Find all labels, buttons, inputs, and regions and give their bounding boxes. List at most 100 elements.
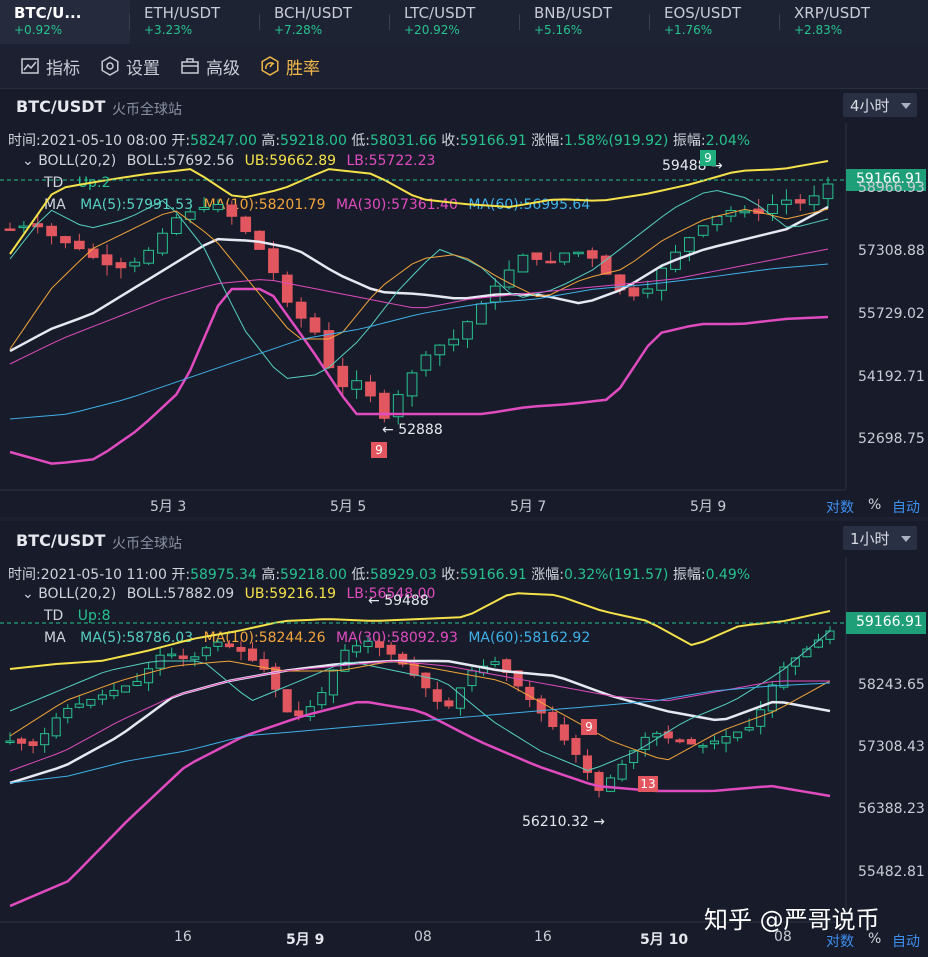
candle-body: [739, 210, 751, 214]
candle-body: [476, 303, 487, 325]
candle-body: [17, 738, 27, 744]
ma30-line: [9, 248, 829, 365]
candle-body: [545, 260, 557, 264]
boll-legend[interactable]: ⌄ BOLL(20,2) BOLL:57692.56 UB:59662.89 L…: [22, 153, 435, 169]
candle-body: [455, 687, 465, 709]
time-value: 2021-05-10 11:00: [40, 567, 167, 583]
collapse-chevron-icon[interactable]: ⌄: [22, 586, 34, 602]
candle-body: [767, 204, 778, 214]
candle-body: [594, 772, 604, 791]
indicators-button[interactable]: 指标: [20, 54, 80, 79]
candle-body: [733, 731, 743, 739]
candle-body: [184, 211, 196, 220]
y-tick: 58243.65: [858, 677, 925, 693]
chevron-down-icon: [901, 103, 911, 109]
y-tick: 54192.71: [858, 369, 925, 385]
ticker-ltc[interactable]: LTC/USDT +20.92%: [390, 0, 520, 44]
low-annotation: 56210.32 →: [522, 814, 605, 830]
ticker-change: +20.92%: [404, 23, 460, 37]
log-scale-toggle[interactable]: 对数: [826, 934, 854, 950]
candle-body: [74, 703, 84, 708]
candle-body: [247, 648, 258, 661]
close-label: 收:: [441, 133, 461, 149]
percent-scale-toggle[interactable]: %: [868, 497, 882, 513]
x-tick: 5月 3: [150, 499, 187, 515]
percent-scale-toggle[interactable]: %: [868, 931, 882, 947]
candle-body: [282, 689, 292, 713]
candlestick-chart-4h[interactable]: [0, 89, 928, 517]
panel-pair-title: BTC/USDT: [16, 531, 106, 550]
candle-body: [337, 365, 349, 388]
candle-body: [448, 338, 460, 346]
ma60-value: MA(60):56995.64: [468, 197, 591, 213]
indicators-label: 指标: [46, 58, 80, 79]
y-tick: 58966.93: [858, 180, 925, 196]
candle-body: [375, 641, 385, 648]
candle-body: [721, 736, 731, 744]
candle-body: [73, 240, 85, 250]
interval-select-1h[interactable]: 1小时: [843, 526, 917, 550]
high-price: 59488: [662, 158, 707, 174]
ticker-eth[interactable]: ETH/USDT +3.23%: [130, 0, 260, 44]
candle-body: [386, 644, 396, 655]
candle-body: [143, 249, 154, 264]
advanced-label: 高级: [206, 58, 240, 79]
chart-panel-1h: [0, 521, 928, 957]
advanced-button[interactable]: 高级: [180, 54, 240, 79]
candle-body: [686, 739, 696, 745]
candle-body: [744, 727, 754, 731]
candle-body: [40, 733, 50, 746]
collapse-chevron-icon[interactable]: ⌄: [22, 153, 34, 169]
candle-body: [462, 321, 473, 340]
candle-body: [51, 717, 61, 737]
candle-body: [212, 204, 224, 211]
candle-body: [586, 250, 598, 259]
y-tick: 55482.81: [858, 864, 925, 880]
ticker-change: +0.92%: [14, 23, 63, 37]
low-price: 56210.32: [522, 814, 589, 830]
log-scale-toggle[interactable]: 对数: [826, 500, 854, 516]
auto-scale-toggle[interactable]: 自动: [892, 934, 920, 950]
boll-name: BOLL(20,2): [38, 586, 117, 602]
candle-body: [517, 254, 529, 273]
candlestick-chart-1h[interactable]: [0, 521, 928, 957]
candles: [4, 176, 834, 425]
candle-body: [213, 641, 223, 647]
amplitude-value: 0.49%: [705, 567, 751, 583]
interval-label: 4小时: [850, 97, 890, 115]
ma-legend[interactable]: MA MA(5):58786.03 MA(10):58244.26 MA(30)…: [44, 630, 590, 646]
ticker-bnb[interactable]: BNB/USDT +5.16%: [520, 0, 650, 44]
boll-lower-line: [9, 287, 829, 465]
high-label: 高:: [261, 133, 281, 149]
last-price-tag: 59166.91: [846, 612, 926, 634]
interval-select-4h[interactable]: 4小时: [843, 93, 917, 117]
ticker-bar: BTC/U... +0.92% ETH/USDT +3.23% BCH/USDT +7…: [0, 0, 928, 44]
ticker-xrp[interactable]: XRP/USDT +2.83%: [780, 0, 910, 44]
boll-legend[interactable]: ⌄ BOLL(20,2) BOLL:57882.09 UB:59216.19 L…: [22, 586, 435, 602]
candle-body: [434, 344, 446, 356]
ticker-change: +2.83%: [794, 23, 843, 37]
y-tick: 52698.75: [858, 431, 925, 447]
ma60-line: [9, 682, 831, 784]
candle-body: [406, 372, 418, 397]
x-tick: 5月 10: [640, 932, 689, 948]
candle-body: [309, 317, 321, 333]
gear-icon: [100, 56, 120, 76]
interval-label: 1小时: [850, 530, 890, 548]
candle-body: [808, 195, 820, 206]
ticker-symbol: EOS/USDT: [664, 4, 742, 22]
winrate-label: 胜率: [286, 58, 320, 79]
ticker-btc[interactable]: BTC/U... +0.92%: [0, 0, 130, 44]
high-label: 高:: [261, 567, 281, 583]
auto-scale-toggle[interactable]: 自动: [892, 500, 920, 516]
winrate-button[interactable]: 胜率: [260, 54, 320, 79]
boll-mid-line: [9, 205, 829, 353]
candle-body: [132, 680, 142, 686]
candle-body: [698, 745, 708, 748]
ma30-value: MA(30):57361.40: [335, 197, 458, 213]
settings-button[interactable]: 设置: [100, 54, 160, 79]
td-legend[interactable]: TD Up:8: [44, 608, 111, 624]
ticker-bch[interactable]: BCH/USDT +7.28%: [260, 0, 390, 44]
ma30-line: [9, 660, 830, 772]
ticker-eos[interactable]: EOS/USDT +1.76%: [650, 0, 780, 44]
